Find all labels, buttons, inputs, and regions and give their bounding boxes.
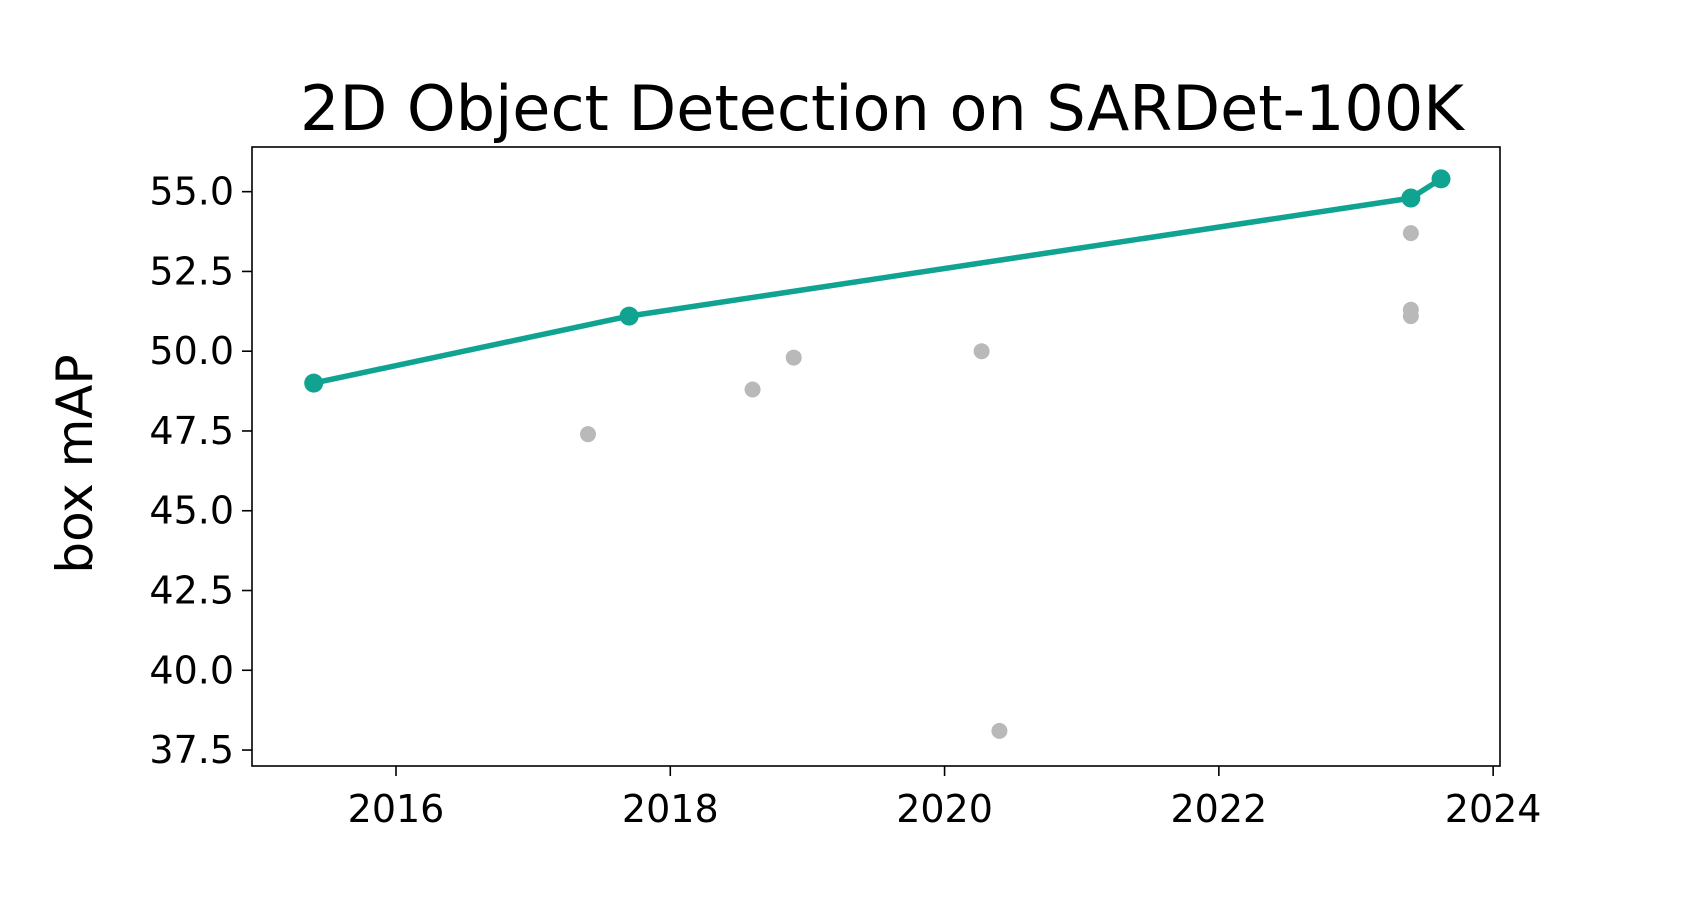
chart-title: 2D Object Detection on SARDet-100K [300, 72, 1465, 145]
other-method-point [785, 349, 802, 366]
y-tick-label: 47.5 [149, 409, 234, 453]
y-tick-label: 45.0 [149, 489, 234, 533]
other-methods-series [580, 225, 1419, 739]
y-axis: 37.5 40.0 42.5 45.0 47.5 50.0 52.5 55.0 [149, 170, 252, 772]
x-axis: 2016 2018 2020 2022 2024 [348, 766, 1542, 831]
x-tick-label: 2020 [896, 787, 993, 831]
other-method-point [1402, 308, 1419, 325]
other-method-point [973, 343, 990, 360]
other-method-point [991, 722, 1008, 739]
y-tick-label: 37.5 [149, 728, 234, 772]
frontier-line [313, 176, 1443, 386]
y-tick-label: 42.5 [149, 569, 234, 613]
y-tick-label: 40.0 [149, 648, 234, 692]
other-method-point [1402, 225, 1419, 242]
frontier-point [1431, 169, 1451, 189]
x-tick-label: 2024 [1445, 787, 1542, 831]
frontier-point [619, 306, 639, 326]
frontier-point [1401, 188, 1421, 208]
frontier-series [304, 169, 1451, 393]
x-tick-label: 2022 [1170, 787, 1267, 831]
other-method-point [580, 426, 596, 443]
y-axis-label: box mAP [46, 354, 104, 573]
x-tick-label: 2018 [622, 787, 719, 831]
frontier-point [304, 373, 324, 393]
x-tick-label: 2016 [348, 787, 445, 831]
y-tick-label: 52.5 [149, 249, 234, 293]
y-tick-label: 55.0 [149, 170, 234, 214]
plot-frame [251, 146, 1501, 767]
other-method-point [744, 381, 761, 398]
y-tick-label: 50.0 [149, 329, 234, 373]
